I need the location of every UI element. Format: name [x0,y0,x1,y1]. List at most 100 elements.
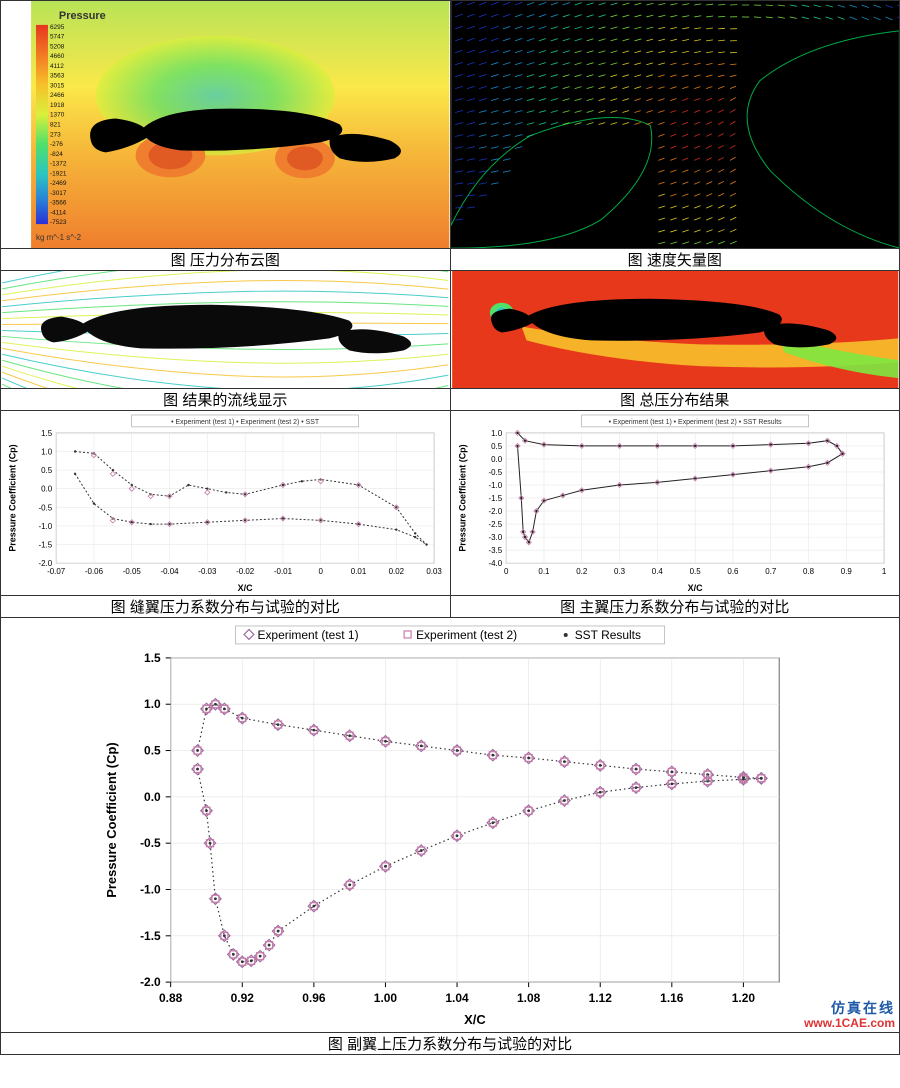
svg-text:-0.07: -0.07 [47,567,66,576]
svg-text:-2.0: -2.0 [140,975,161,989]
svg-text:0.4: 0.4 [651,567,663,576]
velocity-vector-svg [451,1,900,248]
svg-text:• Experiment (test 1) • Experi: • Experiment (test 1) • Experiment (test… [608,419,781,426]
svg-text:0.02: 0.02 [389,567,405,576]
svg-text:0.88: 0.88 [159,991,183,1005]
svg-text:-1.0: -1.0 [140,882,161,896]
caption-flap: 图 副翼上压力系数分布与试验的对比 [1,1033,900,1055]
svg-text:0.3: 0.3 [614,567,626,576]
svg-text:Experiment (test 2): Experiment (test 2) [416,628,517,642]
svg-text:1.5: 1.5 [41,429,53,438]
svg-text:-0.02: -0.02 [236,567,255,576]
watermark-line1: 仿真在线 [804,1001,895,1016]
figure-table: Pressure 6295 5747 5208 4660 4112 3563 3015 246… [0,0,900,1055]
svg-text:5747: 5747 [50,34,65,41]
svg-text:-1.0: -1.0 [39,522,53,531]
caption-streamlines: 图 结果的流线显示 [1,389,451,411]
svg-text:1: 1 [881,567,886,576]
total-pressure-svg [451,271,900,388]
svg-text:Experiment (test 1): Experiment (test 1) [257,628,358,642]
svg-text:X/C: X/C [238,583,253,593]
svg-text:0.1: 0.1 [538,567,550,576]
svg-text:821: 821 [50,121,61,128]
colorbar-title: Pressure [59,10,106,22]
svg-text:-0.04: -0.04 [161,567,180,576]
streamlines-cell [1,271,451,389]
svg-text:Pressure Coefficient (Cp): Pressure Coefficient (Cp) [457,444,467,551]
svg-text:1.00: 1.00 [374,991,398,1005]
svg-text:0.8: 0.8 [803,567,815,576]
svg-text:0.6: 0.6 [727,567,739,576]
svg-text:-0.5: -0.5 [488,468,502,477]
svg-text:-0.01: -0.01 [274,567,293,576]
svg-text:0.7: 0.7 [765,567,777,576]
svg-text:6295: 6295 [50,24,65,31]
svg-text:-1.0: -1.0 [488,481,502,490]
svg-text:1918: 1918 [50,102,65,109]
svg-text:-0.5: -0.5 [140,836,161,850]
svg-text:1.0: 1.0 [144,697,161,711]
svg-text:-276: -276 [50,141,63,148]
svg-text:-1.5: -1.5 [39,541,53,550]
caption-total-pressure: 图 总压分布结果 [450,389,900,411]
svg-text:3563: 3563 [50,73,65,80]
svg-text:4112: 4112 [50,63,64,70]
svg-text:0.2: 0.2 [576,567,588,576]
watermark: 仿真在线 www.1CAE.com [804,1001,895,1030]
slat-chart-svg: • Experiment (test 1) • Experiment (test… [1,411,450,595]
svg-text:• Experiment (test 1) • Experi: • Experiment (test 1) • Experiment (test… [171,419,320,426]
colorbar-unit: kg m^-1 s^-2 [36,233,82,242]
svg-text:-2.0: -2.0 [488,507,502,516]
svg-text:0.0: 0.0 [41,485,53,494]
total-pressure-cell [450,271,900,389]
pressure-contour-svg: Pressure 6295 5747 5208 4660 4112 3563 3015 246… [1,1,450,248]
main-chart-cell: • Experiment (test 1) • Experiment (test… [450,411,900,596]
svg-text:-0.05: -0.05 [123,567,142,576]
svg-text:1370: 1370 [50,112,65,119]
svg-text:-0.06: -0.06 [85,567,104,576]
svg-text:-4.0: -4.0 [488,559,502,568]
svg-text:0.5: 0.5 [689,567,701,576]
svg-text:1.12: 1.12 [589,991,613,1005]
main-chart-svg: • Experiment (test 1) • Experiment (test… [451,411,900,595]
svg-text:-3.5: -3.5 [488,546,502,555]
svg-text:0.9: 0.9 [840,567,852,576]
svg-text:-1.5: -1.5 [140,929,161,943]
svg-text:Pressure Coefficient (Cp): Pressure Coefficient (Cp) [7,444,17,551]
caption-pressure-contour: 图 压力分布云图 [1,249,451,271]
velocity-vector-cell [450,1,900,249]
svg-text:X/C: X/C [464,1012,486,1027]
svg-text:3015: 3015 [50,82,65,89]
svg-text:273: 273 [50,131,61,138]
svg-text:1.5: 1.5 [144,651,161,665]
slat-chart-cell: • Experiment (test 1) • Experiment (test… [1,411,451,596]
svg-text:-1.5: -1.5 [488,494,502,503]
svg-text:0.0: 0.0 [144,790,161,804]
svg-text:0.92: 0.92 [231,991,255,1005]
svg-text:0.96: 0.96 [302,991,326,1005]
caption-velocity-vector: 图 速度矢量图 [450,249,900,271]
svg-text:2466: 2466 [50,92,65,99]
svg-text:1.04: 1.04 [445,991,469,1005]
svg-text:0.0: 0.0 [491,455,503,464]
svg-text:-1921: -1921 [50,170,67,177]
svg-text:0.5: 0.5 [491,442,503,451]
svg-text:0.5: 0.5 [41,466,53,475]
svg-text:4660: 4660 [50,53,65,60]
streamlines-svg [1,271,450,388]
svg-text:-824: -824 [50,151,63,158]
svg-text:-2.0: -2.0 [39,559,53,568]
svg-text:-7523: -7523 [50,219,67,226]
svg-text:1.0: 1.0 [491,429,503,438]
svg-text:-3017: -3017 [50,190,67,197]
svg-text:-1372: -1372 [50,161,67,168]
pressure-contour-cell: Pressure 6295 5747 5208 4660 4112 3563 3015 246… [1,1,451,249]
svg-text:-3.0: -3.0 [488,533,502,542]
caption-main: 图 主翼压力系数分布与试验的对比 [450,596,900,618]
caption-slat: 图 缝翼压力系数分布与试验的对比 [1,596,451,618]
svg-text:5208: 5208 [50,43,65,50]
flap-chart-cell: Experiment (test 1)Experiment (test 2)SS… [1,618,900,1033]
svg-text:1.0: 1.0 [41,447,53,456]
svg-text:-0.5: -0.5 [39,503,53,512]
watermark-line2: www.1CAE.com [804,1017,895,1030]
